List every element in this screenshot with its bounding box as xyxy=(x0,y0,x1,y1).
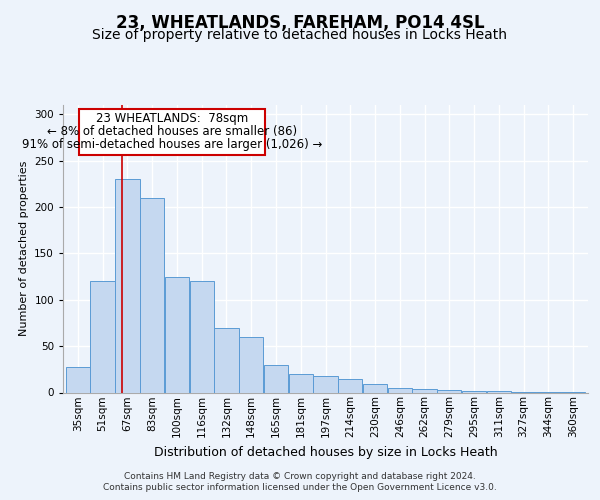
Bar xyxy=(264,364,288,392)
Bar xyxy=(115,179,140,392)
Bar xyxy=(165,276,189,392)
Text: Contains HM Land Registry data © Crown copyright and database right 2024.: Contains HM Land Registry data © Crown c… xyxy=(124,472,476,481)
Bar xyxy=(412,389,437,392)
Bar xyxy=(487,390,511,392)
Text: Contains public sector information licensed under the Open Government Licence v3: Contains public sector information licen… xyxy=(103,484,497,492)
FancyBboxPatch shape xyxy=(79,108,265,155)
Text: 23 WHEATLANDS:  78sqm: 23 WHEATLANDS: 78sqm xyxy=(96,112,248,126)
Bar xyxy=(214,328,239,392)
Bar xyxy=(437,390,461,392)
Bar xyxy=(190,281,214,392)
Y-axis label: Number of detached properties: Number of detached properties xyxy=(19,161,29,336)
Bar xyxy=(140,198,164,392)
Bar xyxy=(91,281,115,392)
Bar xyxy=(388,388,412,392)
Bar xyxy=(462,390,486,392)
Bar xyxy=(66,368,90,392)
Bar xyxy=(363,384,387,392)
Bar xyxy=(313,376,338,392)
Text: 23, WHEATLANDS, FAREHAM, PO14 4SL: 23, WHEATLANDS, FAREHAM, PO14 4SL xyxy=(116,14,484,32)
Bar xyxy=(239,337,263,392)
Text: ← 8% of detached houses are smaller (86): ← 8% of detached houses are smaller (86) xyxy=(47,126,297,138)
Text: 91% of semi-detached houses are larger (1,026) →: 91% of semi-detached houses are larger (… xyxy=(22,138,322,151)
Text: Size of property relative to detached houses in Locks Heath: Size of property relative to detached ho… xyxy=(92,28,508,42)
Bar xyxy=(338,378,362,392)
X-axis label: Distribution of detached houses by size in Locks Heath: Distribution of detached houses by size … xyxy=(154,446,497,458)
Bar xyxy=(289,374,313,392)
